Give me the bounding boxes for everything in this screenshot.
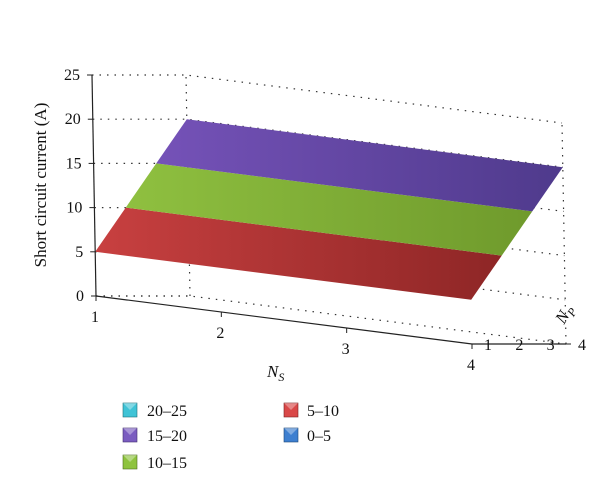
y-tick-label-0: 1 — [484, 337, 492, 354]
legend-swatch-15-20 — [122, 427, 138, 443]
surface-band-0 — [95, 207, 502, 300]
z-axis-label: Short circuit current (A) — [31, 103, 50, 268]
grid-line-z-4 — [92, 118, 563, 168]
x-axis-line — [95, 295, 473, 345]
legend-label-0-5: 0–5 — [307, 428, 331, 445]
legend-bevel-10-15 — [123, 455, 137, 462]
surface-band-2 — [156, 119, 563, 212]
x-tick-label-2: 3 — [342, 341, 350, 358]
x-tick-label-0: 1 — [91, 309, 99, 326]
z-tick-label-2: 10 — [66, 200, 82, 217]
legend-swatch-5-10 — [283, 402, 299, 418]
legend-item-20-25: 20–25 — [122, 402, 187, 420]
legend-label-10-15: 10–15 — [147, 455, 187, 472]
legend-bevel-5-10 — [284, 403, 298, 410]
z-tick-label-0: 0 — [76, 288, 84, 305]
legend-item-0-5: 0–5 — [283, 427, 331, 445]
legend-label-5-10: 5–10 — [307, 403, 339, 420]
legend-swatch-0-5 — [283, 427, 299, 443]
y-axis-label: NP — [551, 301, 580, 330]
grid-line-z-0 — [96, 295, 567, 345]
x-tick-label-1: 2 — [216, 325, 224, 342]
y-tick-label-1: 2 — [515, 337, 523, 354]
legend: 20–25 15–20 10–15 5–10 0–5 — [122, 402, 339, 472]
grid-line-z-3 — [93, 162, 564, 212]
z-tick-label-3: 15 — [66, 155, 82, 172]
z-tick-label-1: 5 — [75, 244, 83, 261]
x-tick-label-3: 4 — [467, 357, 475, 374]
y-tick-label-2: 3 — [547, 337, 555, 354]
grid-line-z-5 — [92, 74, 563, 124]
legend-item-10-15: 10–15 — [122, 454, 187, 472]
x-axis-label: NS — [266, 362, 284, 384]
legend-label-20-25: 20–25 — [147, 403, 187, 420]
legend-bevel-0-5 — [284, 428, 298, 435]
x-axis-label-sub: S — [278, 370, 284, 384]
legend-label-15-20: 15–20 — [147, 428, 187, 445]
z-axis-line — [91, 74, 97, 297]
legend-bevel-20-25 — [123, 403, 137, 410]
surface-layer — [95, 119, 563, 300]
legend-bevel-15-20 — [123, 428, 137, 435]
legend-swatch-20-25 — [122, 402, 138, 418]
legend-item-15-20: 15–20 — [122, 427, 187, 445]
surface-band-1 — [125, 163, 533, 256]
z-tick-label-4: 20 — [65, 111, 81, 128]
legend-item-5-10: 5–10 — [283, 402, 339, 420]
y-tick-label-3: 4 — [578, 337, 586, 354]
legend-swatch-10-15 — [122, 454, 138, 470]
x-axis-label-main: N — [266, 362, 280, 381]
z-tick-label-5: 25 — [64, 67, 80, 84]
